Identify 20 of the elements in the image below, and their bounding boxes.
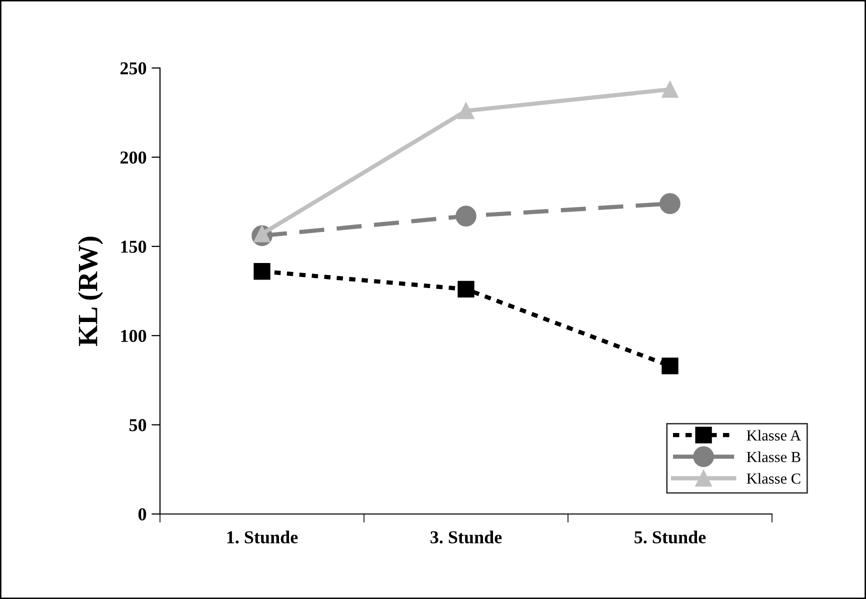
point	[254, 263, 270, 280]
point	[660, 193, 680, 214]
point	[662, 358, 678, 374]
legend-label: Klasse B	[746, 451, 800, 462]
point	[662, 81, 678, 98]
legend-label: Klasse C	[746, 473, 800, 484]
y-tick-label: 100	[121, 330, 146, 342]
y-axis-title: KL (RW)	[78, 236, 104, 346]
x-tick-label: 1. Stunde	[227, 530, 298, 544]
legend-label: Klasse A	[746, 430, 801, 441]
y-tick-label: 150	[121, 240, 146, 253]
x-tick-label: 3. Stunde	[430, 530, 502, 544]
point	[456, 206, 476, 226]
y-tick-label: 50	[129, 419, 146, 432]
x-tick-label: 5. Stunde	[634, 530, 706, 544]
y-tick-label: 250	[120, 62, 146, 74]
y-tick-label: 0	[138, 508, 146, 520]
y-tick-label: 200	[120, 151, 146, 164]
point	[458, 102, 474, 120]
point	[458, 280, 474, 298]
